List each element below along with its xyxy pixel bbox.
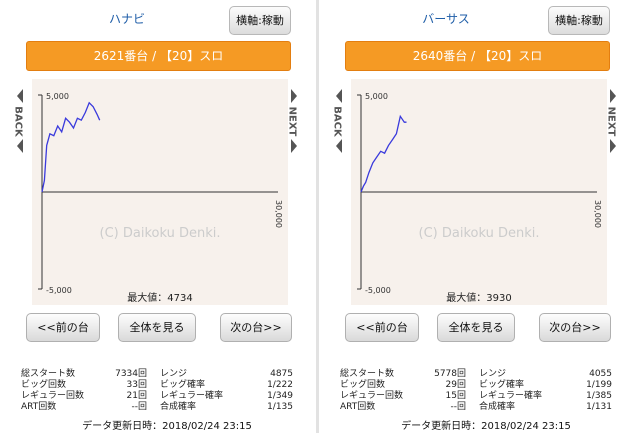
stats-table: 総スタート数 5778回 レンジ 4055 ビッグ回数 29回 ビッグ確率 1/…	[340, 369, 612, 413]
stat-value: 1/135	[267, 402, 293, 412]
stat-label: レンジ	[479, 369, 507, 379]
stat-label: 合成確率	[160, 402, 197, 412]
x-tick-label: 30,000	[593, 200, 602, 228]
stat-label: レギュラー回数	[21, 391, 85, 401]
stat-label: レギュラー確率	[479, 391, 543, 401]
slump-graph-svg: 5,000 -5,000 30,000 (C) Daikoku Denki. 最大値：4…	[38, 92, 283, 304]
stat-label: レギュラー確率	[160, 391, 224, 401]
stat-label: ビッグ回数	[340, 380, 386, 390]
stats-row: レギュラー回数 15回 レギュラー確率 1/385	[340, 391, 612, 402]
stat-label: ビッグ確率	[160, 380, 206, 390]
stat-label: ART回数	[21, 402, 57, 412]
next-arrow-down-icon[interactable]	[610, 139, 616, 153]
next-arrow-up-icon[interactable]	[291, 89, 297, 103]
stats-row: ART回数 --回 合成確率 1/135	[21, 402, 293, 413]
stats-row: 総スタート数 7334回 レンジ 4875	[21, 369, 293, 380]
x-tick-label: 30,000	[274, 200, 283, 228]
next-arrow-up-icon[interactable]	[610, 89, 616, 103]
data-series-line	[41, 101, 101, 193]
next-machine-button[interactable]: 次の台>>	[539, 313, 611, 342]
slump-graph: 5,000 -5,000 30,000 (C) Daikoku Denki. 最大値：4…	[32, 79, 288, 305]
stats-row: ビッグ回数 29回 ビッグ確率 1/199	[340, 380, 612, 391]
slump-graph: 5,000 -5,000 30,000 (C) Daikoku Denki. 最大値：3…	[351, 79, 607, 305]
stats-row: 総スタート数 5778回 レンジ 4055	[340, 369, 612, 380]
back-arrow-up-icon[interactable]	[336, 89, 342, 103]
stats-row: ART回数 --回 合成確率 1/131	[340, 402, 612, 413]
stat-value: 1/199	[586, 380, 612, 390]
prev-machine-button[interactable]: <<前の台	[345, 313, 419, 342]
slump-graph-svg: 5,000 -5,000 30,000 (C) Daikoku Denki. 最大値：3…	[357, 92, 602, 304]
axis-toggle-button[interactable]: 横軸:稼動	[229, 6, 291, 35]
stat-value: 4875	[270, 369, 293, 379]
y-tick-label: -5,000	[46, 286, 72, 295]
y-tick-label: 5,000	[46, 92, 69, 101]
stat-label: レンジ	[160, 369, 188, 379]
next-arrow-down-icon[interactable]	[291, 139, 297, 153]
stats-row: ビッグ回数 33回 ビッグ確率 1/222	[21, 380, 293, 391]
panel-divider	[316, 0, 319, 433]
game-name: バーサス	[422, 12, 470, 26]
y-tick-label: -5,000	[365, 286, 391, 295]
stat-value: --回	[131, 402, 148, 412]
view-all-button[interactable]: 全体を見る	[118, 313, 196, 342]
stat-value: 33回	[126, 380, 147, 390]
stat-label: 総スタート数	[340, 369, 395, 379]
stat-value: 4055	[589, 369, 612, 379]
machine-panel-right: バーサス 横軸:稼動 2640番台 / 【20】スロ BACK NEXT 5,0…	[326, 0, 626, 433]
stat-value: 5778回	[434, 369, 466, 379]
back-arrow-down-icon[interactable]	[17, 139, 23, 153]
stat-label: ART回数	[340, 402, 376, 412]
back-arrow-down-icon[interactable]	[336, 139, 342, 153]
prev-machine-button[interactable]: <<前の台	[26, 313, 100, 342]
stat-value: 21回	[126, 391, 147, 401]
next-machine-button[interactable]: 次の台>>	[220, 313, 292, 342]
next-label[interactable]: NEXT	[605, 106, 617, 137]
stat-value: 1/349	[267, 391, 293, 401]
view-all-button[interactable]: 全体を見る	[437, 313, 515, 342]
stats-table: 総スタート数 7334回 レンジ 4875 ビッグ回数 33回 ビッグ確率 1/…	[21, 369, 293, 413]
watermark: (C) Daikoku Denki.	[100, 226, 221, 241]
back-label[interactable]: BACK	[12, 106, 24, 137]
stat-label: ビッグ確率	[479, 380, 525, 390]
stat-value: 1/222	[267, 380, 293, 390]
stat-value: 1/131	[586, 402, 612, 412]
stat-value: --回	[450, 402, 467, 412]
stat-label: ビッグ回数	[21, 380, 67, 390]
update-timestamp: データ更新日時：2018/02/24 23:15	[401, 421, 571, 432]
axis-toggle-button[interactable]: 横軸:稼動	[548, 6, 610, 35]
stat-label: 合成確率	[479, 402, 516, 412]
stat-value: 15回	[445, 391, 466, 401]
back-label[interactable]: BACK	[331, 106, 343, 137]
back-arrow-up-icon[interactable]	[17, 89, 23, 103]
next-label[interactable]: NEXT	[286, 106, 298, 137]
max-value-label: 最大値：4734	[127, 291, 192, 304]
max-value-label: 最大値：3930	[446, 291, 511, 304]
watermark: (C) Daikoku Denki.	[419, 226, 540, 241]
stat-label: レギュラー回数	[340, 391, 404, 401]
game-name: ハナビ	[108, 12, 145, 26]
stat-label: 総スタート数	[21, 369, 76, 379]
machine-label: 2640番台 / 【20】スロ	[345, 41, 610, 71]
stats-row: レギュラー回数 21回 レギュラー確率 1/349	[21, 391, 293, 402]
stat-value: 1/385	[586, 391, 612, 401]
machine-panel-left: ハナビ 横軸:稼動 2621番台 / 【20】スロ BACK NEXT 5,00…	[7, 0, 307, 433]
stat-value: 29回	[445, 380, 466, 390]
data-series-line	[360, 114, 407, 193]
y-tick-label: 5,000	[365, 92, 388, 101]
machine-label: 2621番台 / 【20】スロ	[26, 41, 291, 71]
stat-value: 7334回	[115, 369, 147, 379]
update-timestamp: データ更新日時：2018/02/24 23:15	[82, 421, 252, 432]
